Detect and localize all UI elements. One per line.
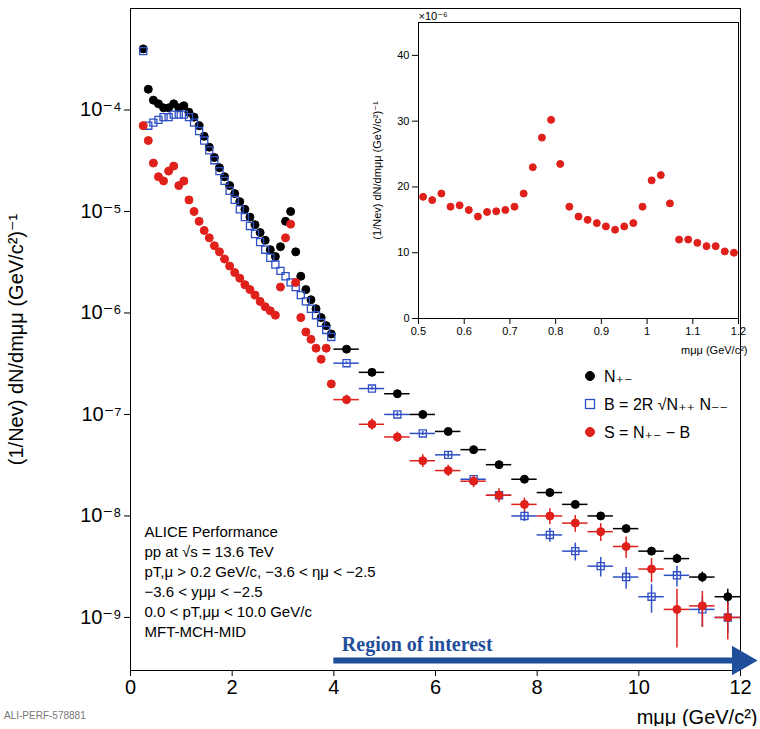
svg-text:8: 8 [532, 676, 543, 698]
svg-text:10⁻⁶: 10⁻⁶ [80, 301, 121, 323]
svg-text:6: 6 [430, 676, 441, 698]
svg-text:0: 0 [125, 676, 136, 698]
svg-text:1: 1 [644, 325, 650, 337]
svg-text:1.1: 1.1 [685, 325, 700, 337]
html-text:B = 2R √N₊₊ N₋₋: B = 2R √N₊₊ N₋₋ [604, 395, 728, 413]
svg-text:Region of interest: Region of interest [342, 633, 493, 656]
svg-text:0.6: 0.6 [457, 325, 472, 337]
html-text:S = N₊₋ − B: S = N₊₋ − B [604, 423, 691, 441]
svg-text:0.7: 0.7 [502, 325, 517, 337]
svg-text:mμμ (GeV/c²): mμμ (GeV/c²) [681, 344, 747, 356]
svg-text:mμμ (GeV/c²): mμμ (GeV/c²) [637, 706, 758, 727]
svg-text:×10⁻⁶: ×10⁻⁶ [419, 10, 448, 22]
svg-text:12: 12 [729, 676, 751, 698]
svg-text:1.2: 1.2 [731, 325, 746, 337]
svg-text:10⁻⁴: 10⁻⁴ [80, 98, 121, 120]
svg-text:20: 20 [397, 180, 409, 192]
svg-text:4: 4 [328, 676, 339, 698]
html-text:N₊₋: N₊₋ [604, 367, 633, 385]
svg-text:0.9: 0.9 [594, 325, 609, 337]
svg-text:10⁻⁹: 10⁻⁹ [80, 606, 121, 628]
svg-text:10⁻⁵: 10⁻⁵ [80, 200, 121, 222]
svg-text:40: 40 [397, 49, 409, 61]
svg-text:ALICE Performancepp at √s = 13: ALICE Performancepp at √s = 13.6 TeVpT,μ… [145, 523, 376, 640]
html-text:ALI-PERF-578881: ALI-PERF-578881 [4, 710, 86, 721]
svg-text:10: 10 [628, 676, 650, 698]
svg-text:10: 10 [397, 246, 409, 258]
svg-text:0.5: 0.5 [411, 325, 426, 337]
svg-text:30: 30 [397, 115, 409, 127]
svg-text:10⁻⁸: 10⁻⁸ [80, 504, 121, 526]
svg-text:0.8: 0.8 [548, 325, 563, 337]
svg-text:10⁻⁷: 10⁻⁷ [81, 403, 121, 425]
svg-text:(1/Nev) dN/dmμμ (GeV/c²)⁻¹: (1/Nev) dN/dmμμ (GeV/c²)⁻¹ [5, 213, 27, 465]
svg-text:2: 2 [227, 676, 238, 698]
svg-text:(1/Nev) dN/dmμμ (GeV/c²)⁻¹: (1/Nev) dN/dmμμ (GeV/c²)⁻¹ [371, 101, 383, 240]
svg-text:0: 0 [403, 312, 409, 324]
